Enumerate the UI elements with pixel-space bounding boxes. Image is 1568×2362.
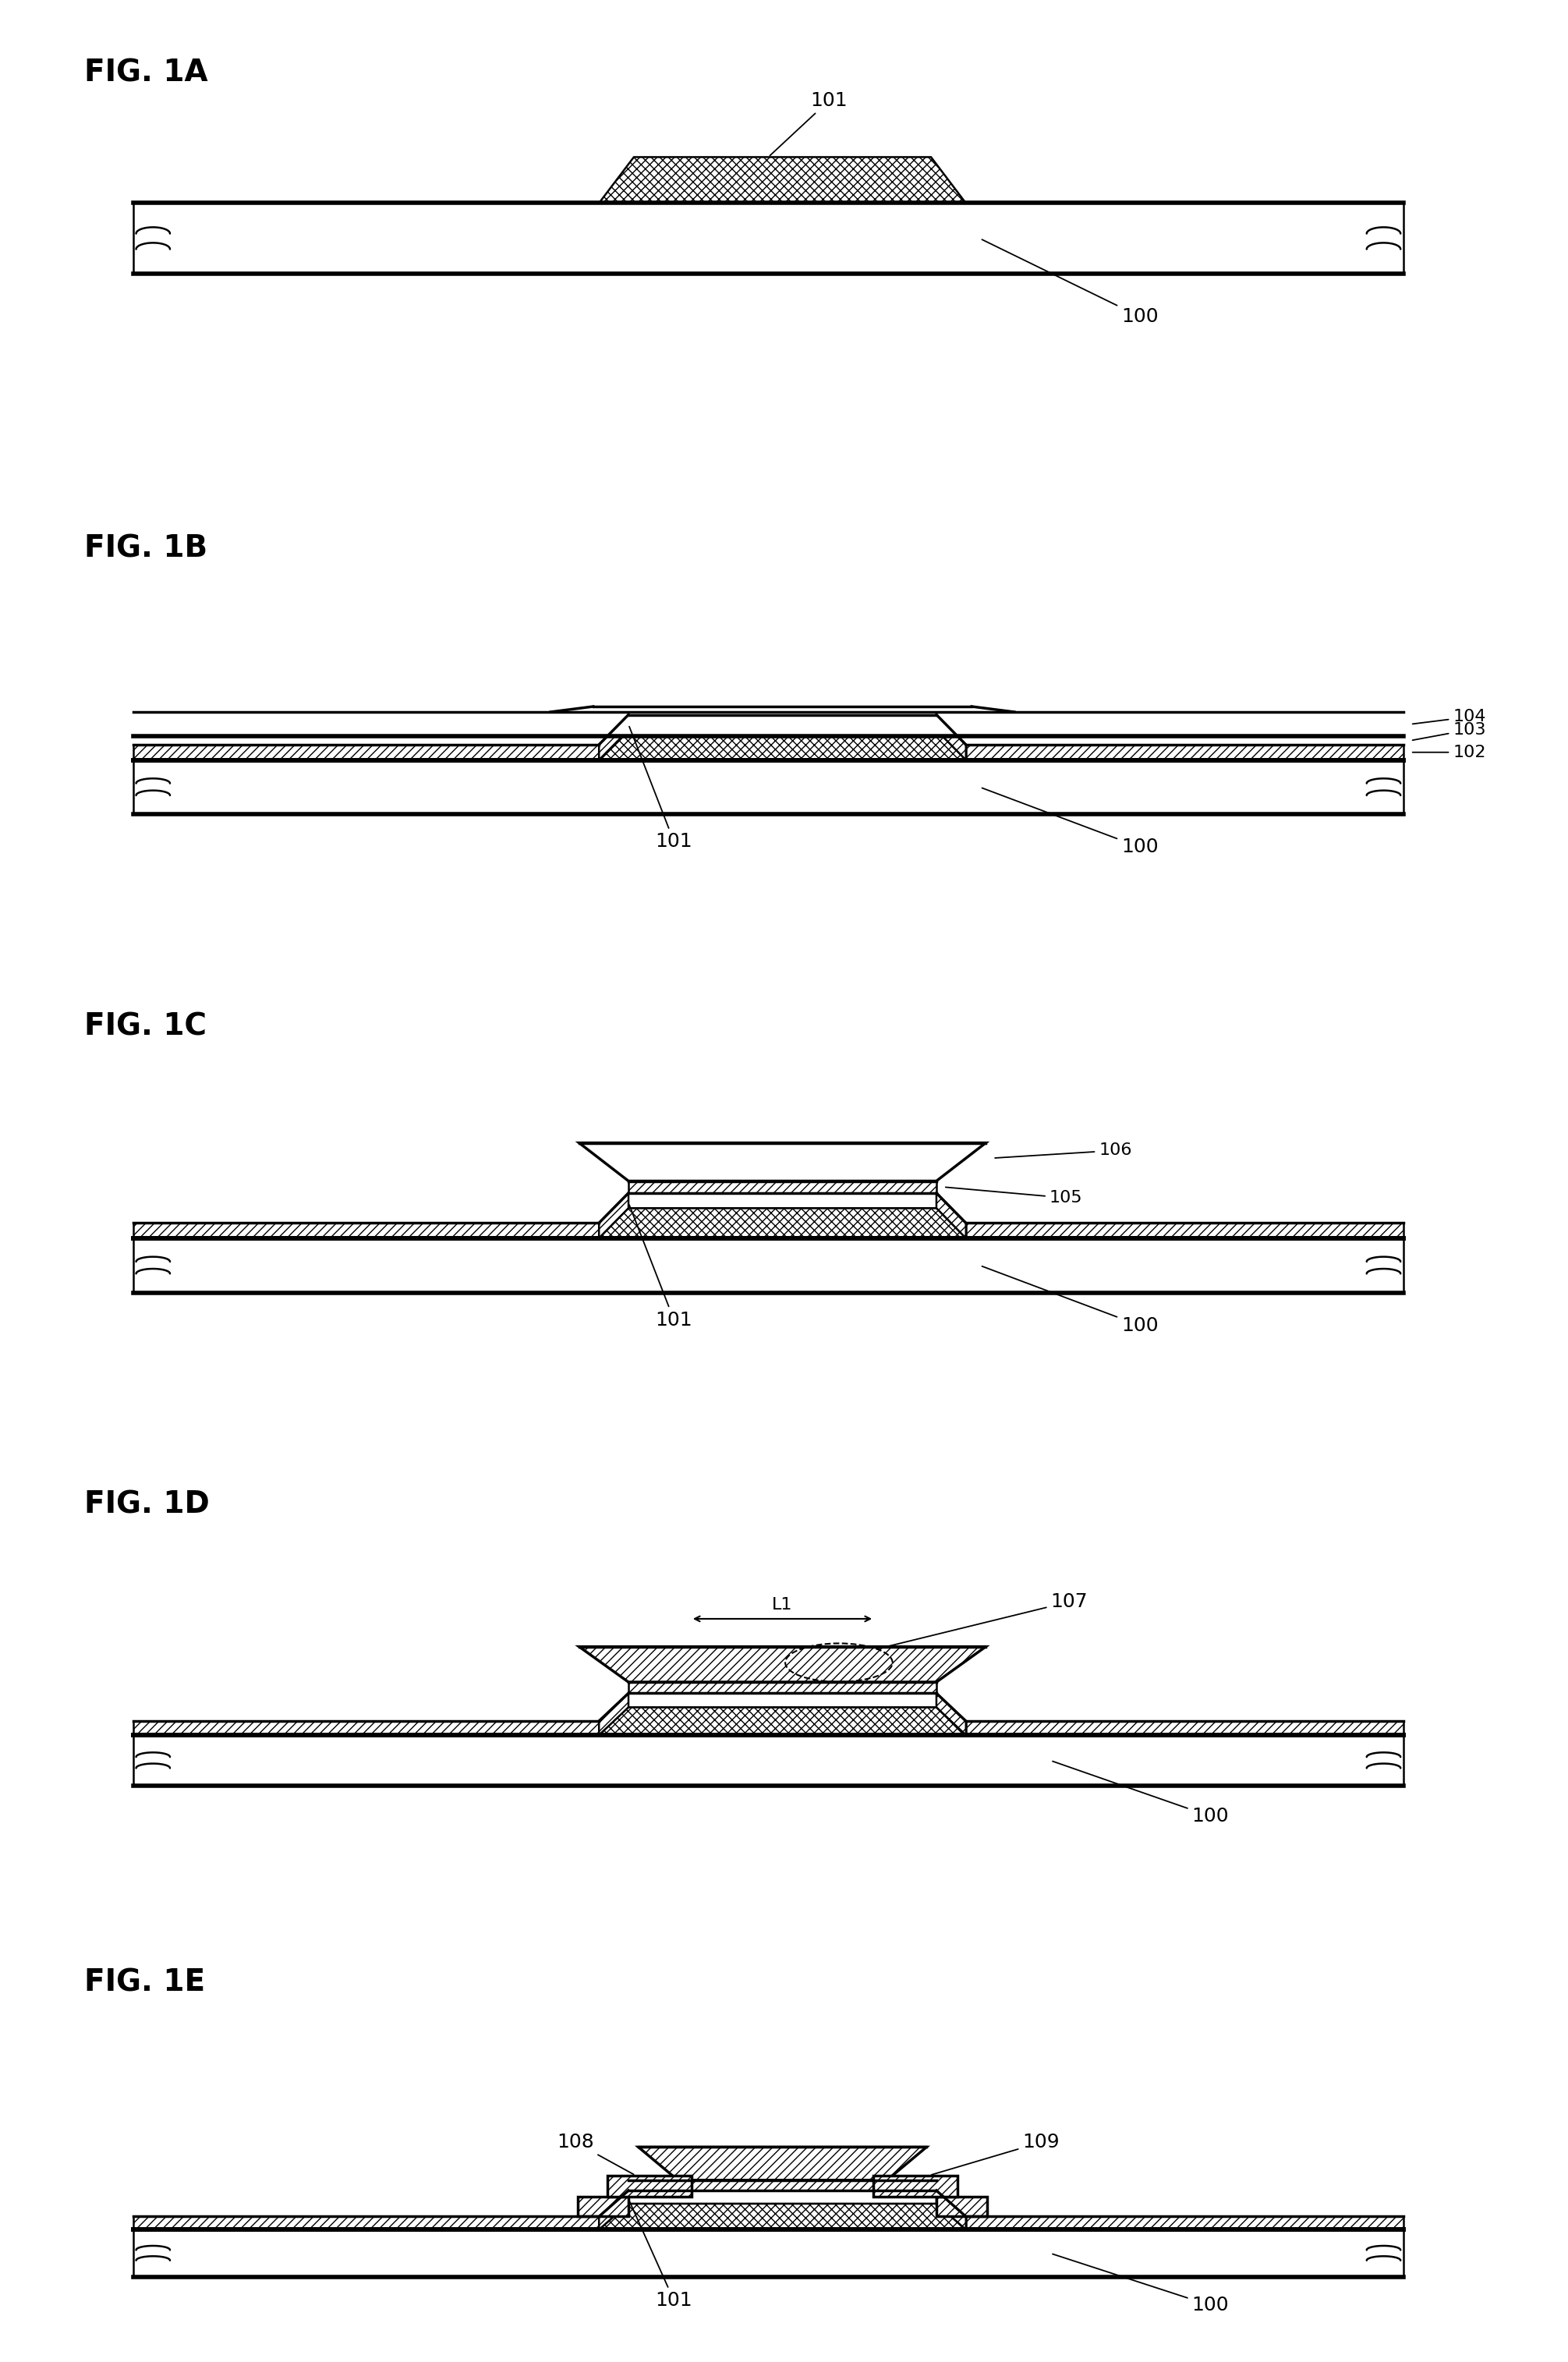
Text: FIG. 1C: FIG. 1C	[83, 1011, 207, 1042]
Polygon shape	[133, 706, 1403, 737]
Polygon shape	[936, 1193, 966, 1238]
Text: 100: 100	[982, 239, 1159, 326]
Text: 100: 100	[1052, 1762, 1229, 1826]
Polygon shape	[966, 1224, 1403, 1238]
Bar	[629, 1682, 936, 1694]
Bar	[133, 1238, 1403, 1292]
Polygon shape	[133, 1224, 599, 1238]
Polygon shape	[638, 2147, 927, 2180]
Text: 100: 100	[982, 789, 1159, 857]
Text: FIG. 1A: FIG. 1A	[83, 57, 207, 87]
Polygon shape	[577, 2197, 629, 2216]
Bar	[133, 761, 1403, 815]
Text: 102: 102	[1413, 744, 1486, 761]
Polygon shape	[133, 1722, 599, 1736]
Polygon shape	[599, 2204, 966, 2230]
Bar	[133, 1736, 1403, 1786]
Bar	[1014, 711, 1403, 737]
Polygon shape	[966, 744, 1403, 761]
Polygon shape	[936, 716, 966, 761]
Polygon shape	[599, 156, 966, 203]
Bar	[629, 716, 936, 730]
Text: FIG. 1D: FIG. 1D	[83, 1490, 209, 1519]
Bar	[629, 2180, 936, 2190]
Text: FIG. 1B: FIG. 1B	[83, 534, 207, 565]
Polygon shape	[936, 2197, 988, 2216]
Polygon shape	[607, 2175, 691, 2197]
Bar	[133, 2230, 1403, 2277]
Polygon shape	[966, 1722, 1403, 1736]
Polygon shape	[579, 1143, 986, 1181]
Polygon shape	[873, 2175, 958, 2197]
Polygon shape	[599, 1193, 629, 1238]
Polygon shape	[599, 1694, 629, 1736]
Polygon shape	[936, 1694, 966, 1736]
Text: 107: 107	[878, 1592, 1088, 1649]
Text: 100: 100	[1052, 2253, 1229, 2315]
Bar	[133, 203, 1403, 274]
Bar	[133, 711, 621, 737]
Text: 100: 100	[982, 1266, 1159, 1335]
Polygon shape	[599, 1209, 966, 1238]
Text: 108: 108	[557, 2133, 633, 2175]
Polygon shape	[936, 2190, 966, 2230]
Text: 101: 101	[629, 2201, 693, 2310]
Text: FIG. 1E: FIG. 1E	[83, 1968, 205, 1998]
Polygon shape	[579, 1646, 986, 1682]
Polygon shape	[599, 2204, 966, 2230]
Polygon shape	[599, 2190, 629, 2230]
Text: 101: 101	[770, 92, 848, 156]
Polygon shape	[133, 2216, 599, 2230]
Polygon shape	[599, 730, 966, 761]
Text: 101: 101	[629, 727, 693, 850]
Polygon shape	[599, 1209, 966, 1238]
Text: 103: 103	[1413, 723, 1486, 739]
Text: 104: 104	[1413, 709, 1486, 725]
Polygon shape	[599, 1708, 966, 1736]
Text: 101: 101	[629, 1205, 693, 1330]
Text: L1: L1	[771, 1597, 793, 1613]
Polygon shape	[599, 716, 629, 761]
Polygon shape	[966, 2216, 1403, 2230]
Text: 106: 106	[996, 1143, 1132, 1157]
Polygon shape	[133, 744, 599, 761]
Bar	[629, 1181, 936, 1193]
Polygon shape	[599, 1708, 966, 1736]
Text: 109: 109	[931, 2133, 1060, 2175]
Text: 105: 105	[946, 1188, 1082, 1205]
